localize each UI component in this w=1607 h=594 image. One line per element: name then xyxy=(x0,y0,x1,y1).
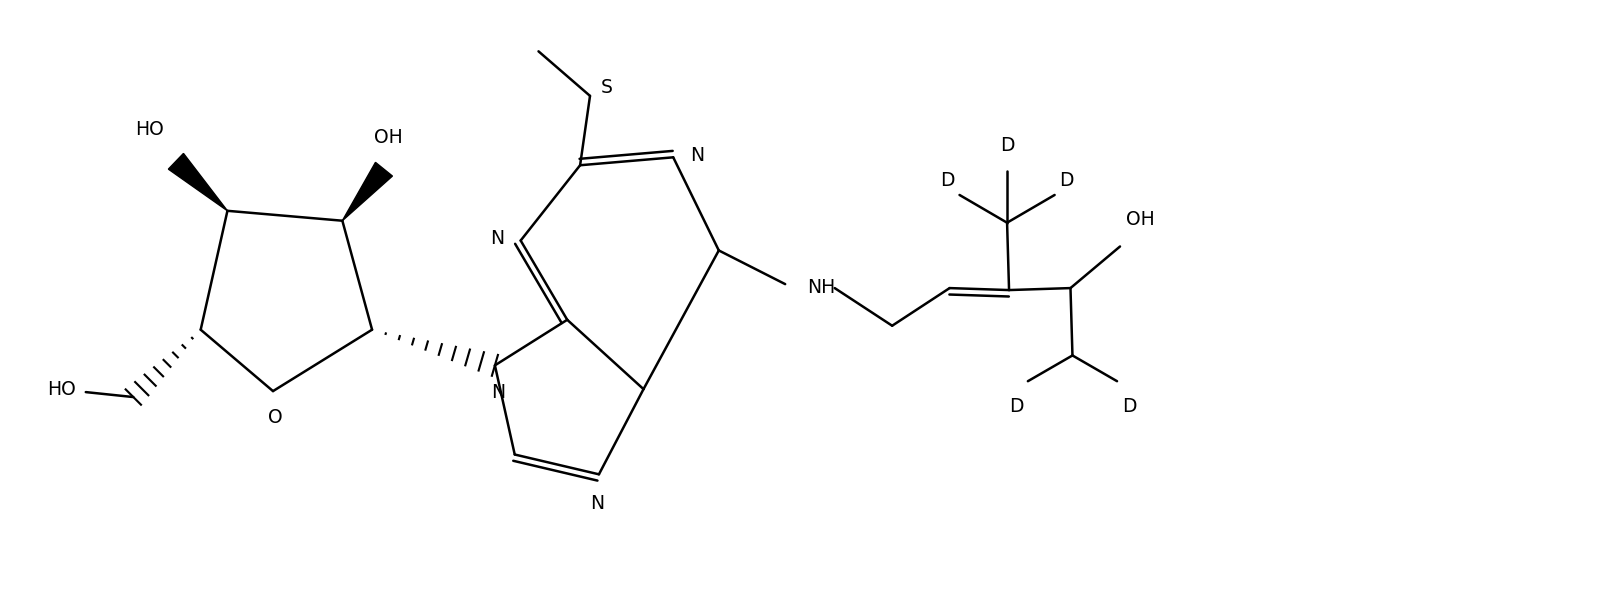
Text: O: O xyxy=(268,408,283,427)
Text: D: D xyxy=(1009,397,1024,416)
Text: S: S xyxy=(601,78,612,97)
Text: HO: HO xyxy=(135,121,164,140)
Text: D: D xyxy=(1122,397,1136,416)
Text: N: N xyxy=(590,494,604,513)
Text: N: N xyxy=(490,383,505,402)
Text: NH: NH xyxy=(807,277,836,296)
Text: D: D xyxy=(1000,137,1014,156)
Text: N: N xyxy=(490,229,505,248)
Text: D: D xyxy=(940,170,955,189)
Text: HO: HO xyxy=(47,380,76,399)
Text: OH: OH xyxy=(1127,210,1155,229)
Text: D: D xyxy=(1059,170,1073,189)
Polygon shape xyxy=(342,162,392,221)
Text: N: N xyxy=(689,146,704,165)
Polygon shape xyxy=(169,153,228,211)
Text: OH: OH xyxy=(373,128,402,147)
